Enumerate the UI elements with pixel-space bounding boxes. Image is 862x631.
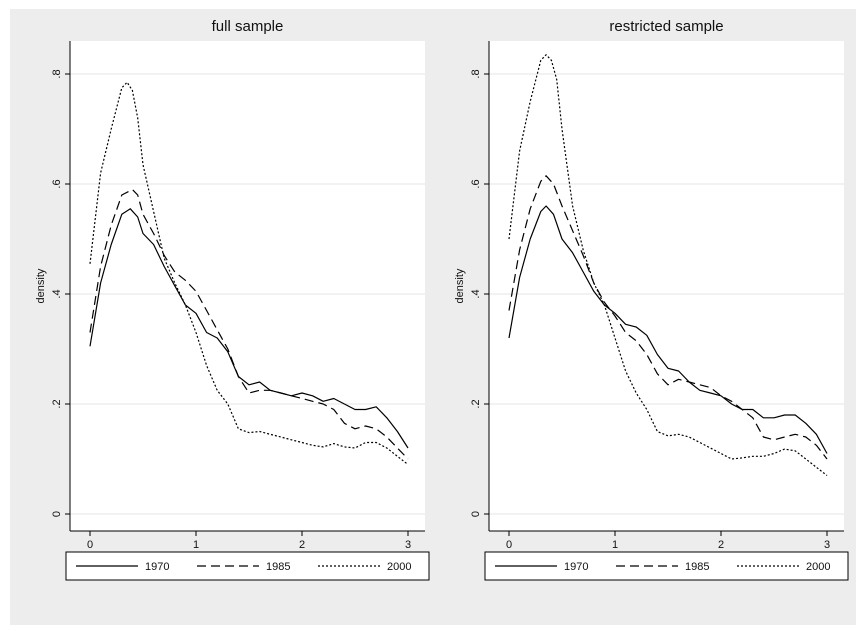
chart-title: full sample — [212, 18, 284, 35]
y-tick-label: 0 — [51, 511, 63, 517]
y-tick-label: .8 — [470, 69, 482, 78]
series-line-1970 — [508, 205, 828, 454]
legend-label: 1970 — [564, 561, 588, 573]
legend-label: 1985 — [685, 561, 709, 573]
chart-title: restricted sample — [609, 18, 723, 35]
x-tick-label: 2 — [299, 539, 305, 551]
x-tick-label: 3 — [405, 539, 411, 551]
series-line-1970 — [89, 208, 409, 449]
y-tick-label: .6 — [470, 179, 482, 188]
legend-label: 2000 — [387, 561, 411, 573]
y-axis-title: density — [35, 268, 47, 303]
series-line-2000 — [89, 81, 409, 465]
y-tick-label: .4 — [51, 289, 63, 298]
x-tick-label: 1 — [193, 539, 199, 551]
legend-label: 2000 — [806, 561, 830, 573]
x-tick-label: 2 — [718, 539, 724, 551]
plot-area — [70, 41, 425, 531]
y-tick-label: .2 — [470, 399, 482, 408]
y-tick-label: .2 — [51, 399, 63, 408]
y-tick-label: .8 — [51, 69, 63, 78]
y-tick-label: .4 — [470, 289, 482, 298]
y-tick-label: 0 — [470, 511, 482, 517]
legend-label: 1985 — [266, 561, 290, 573]
legend: 1970 1985 2000 — [65, 551, 430, 581]
y-tick-label: .6 — [51, 179, 63, 188]
y-axis-title: density — [454, 268, 466, 303]
legend: 1970 1985 2000 — [484, 551, 849, 581]
x-tick-label: 1 — [612, 539, 618, 551]
x-tick-label: 0 — [506, 539, 512, 551]
legend-label: 1970 — [145, 561, 169, 573]
plot-area — [489, 41, 844, 531]
series-line-1985 — [89, 188, 409, 460]
x-tick-label: 3 — [824, 539, 830, 551]
x-tick-label: 0 — [87, 539, 93, 551]
series-line-1985 — [508, 175, 828, 460]
